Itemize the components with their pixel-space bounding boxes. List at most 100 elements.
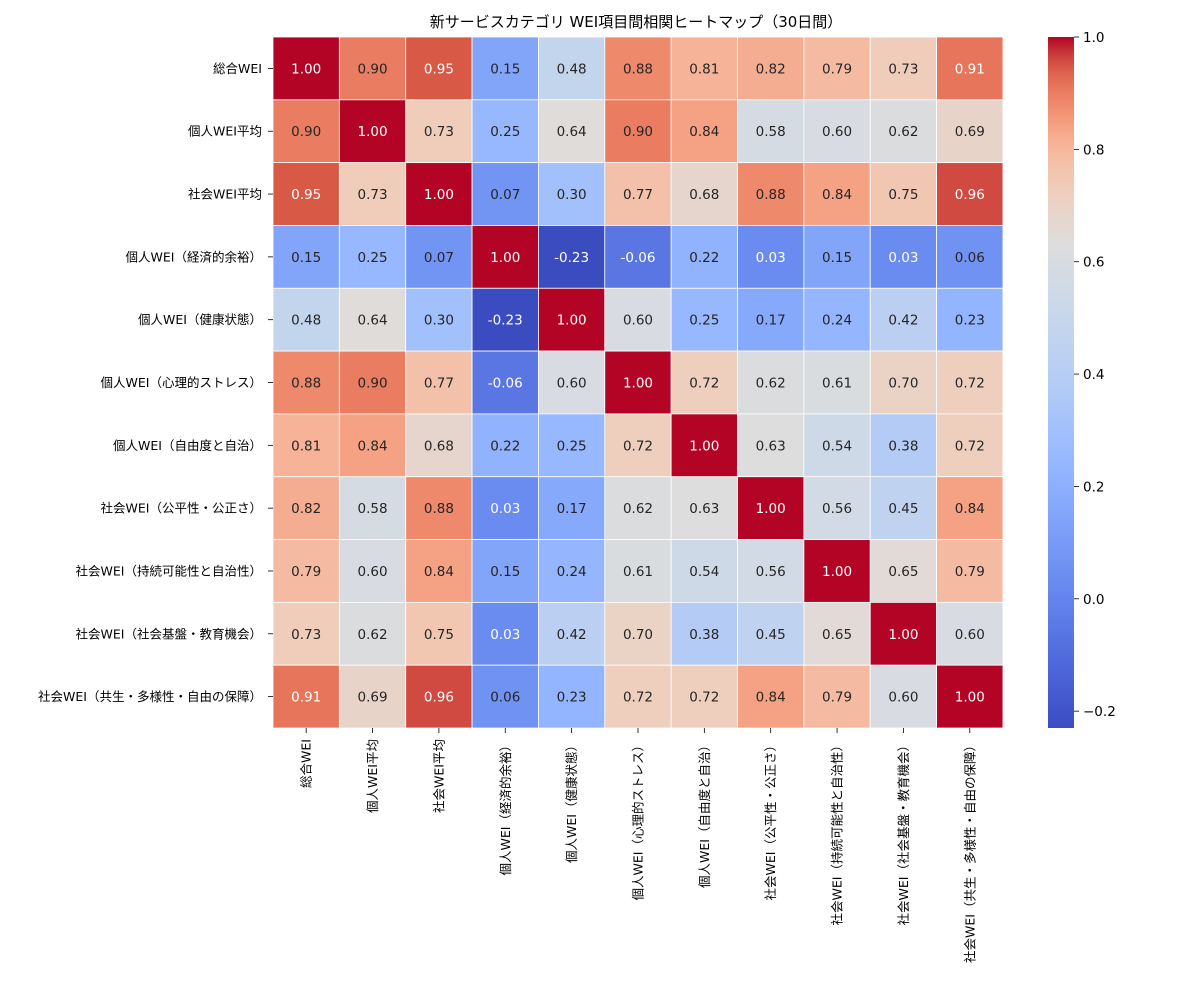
- cell-value-label: 0.56: [822, 501, 852, 517]
- x-tick-label: 個人WEI（自由度と自治）: [697, 739, 712, 888]
- cell-value-label: 0.79: [291, 564, 321, 580]
- y-axis-tick-labels: 総合WEI個人WEI平均社会WEI平均個人WEI（経済的余裕）個人WEI（健康状…: [38, 61, 273, 704]
- cell-value-label: 0.72: [623, 690, 653, 706]
- cell-value-label: 0.42: [888, 313, 918, 329]
- cell-value-label: 0.03: [490, 501, 520, 517]
- colorbar-tick-label: 0.2: [1083, 479, 1104, 495]
- cell-value-label: 0.60: [557, 376, 587, 392]
- cell-value-label: 0.63: [689, 501, 719, 517]
- cell-value-label: 0.45: [888, 501, 918, 517]
- cell-value-label: 0.77: [623, 187, 653, 203]
- cell-value-label: 0.88: [623, 61, 653, 77]
- cell-value-label: 0.72: [623, 438, 653, 454]
- heatmap-cells: 1.00 0.90 0.95 0.15 0.48 0.88 0.81 0.82 0.79 0.73…: [273, 37, 1003, 728]
- cell-value-label: 0.54: [689, 564, 719, 580]
- cell-value-label: 0.03: [888, 250, 918, 266]
- y-tick-label: 総合WEI: [213, 61, 262, 76]
- cell-value-label: 0.84: [358, 438, 388, 454]
- cell-value-label: 0.60: [623, 313, 653, 329]
- cell-value-label: 0.63: [756, 438, 786, 454]
- cell-value-label: 0.48: [291, 313, 321, 329]
- cell-value-label: 0.61: [822, 376, 852, 392]
- cell-value-label: 0.60: [822, 124, 852, 140]
- cell-value-label: 0.60: [955, 627, 985, 643]
- cell-value-label: 0.03: [756, 250, 786, 266]
- cell-value-label: 0.23: [557, 690, 587, 706]
- cell-value-label: 0.15: [291, 250, 321, 266]
- y-tick-label: 社会WEI（公平性・公正さ）: [101, 501, 262, 516]
- x-tick-label: 個人WEI（経済的余裕）: [498, 739, 513, 875]
- cell-value-label: 0.60: [888, 690, 918, 706]
- x-tick-label: 社会WEI平均: [431, 739, 446, 813]
- cell-value-label: 0.79: [822, 690, 852, 706]
- cell-value-label: 0.23: [955, 313, 985, 329]
- colorbar-tick-label: 0.8: [1083, 142, 1104, 158]
- cell-value-label: 0.45: [756, 627, 786, 643]
- cell-value-label: 1.00: [955, 690, 985, 706]
- cell-value-label: 0.30: [424, 313, 454, 329]
- cell-value-label: 0.69: [955, 124, 985, 140]
- cell-value-label: 1.00: [689, 438, 719, 454]
- x-tick-label: 個人WEI（心理的ストレス）: [630, 739, 645, 900]
- chart-title: 新サービスカテゴリ WEI項目間相関ヒートマップ（30日間）: [430, 13, 843, 31]
- y-tick-label: 社会WEI（社会基盤・教育機会）: [76, 626, 262, 641]
- x-tick-label: 社会WEI（社会基盤・教育機会）: [896, 739, 911, 925]
- cell-value-label: 0.65: [822, 627, 852, 643]
- cell-value-label: 0.06: [955, 250, 985, 266]
- x-tick-label: 社会WEI（共生・多様性・自由の保障）: [962, 739, 977, 963]
- colorbar-tick-label: 0.4: [1083, 367, 1104, 383]
- cell-value-label: 1.00: [557, 313, 587, 329]
- y-tick-label: 個人WEI平均: [188, 124, 262, 139]
- x-axis-tick-labels: 総合WEI 個人WEI平均 社会WEI平均 個人WEI（経済的余裕） 個人WEI（健康状…: [299, 728, 978, 963]
- cell-value-label: 0.22: [689, 250, 719, 266]
- x-tick-label: 社会WEI（持続可能性と自治性）: [830, 739, 845, 925]
- cell-value-label: 0.62: [756, 376, 786, 392]
- cell-value-label: 1.00: [358, 124, 388, 140]
- cell-value-label: 0.25: [557, 438, 587, 454]
- cell-value-label: 0.73: [291, 627, 321, 643]
- cell-value-label: 0.62: [623, 501, 653, 517]
- y-tick-label: 社会WEI（共生・多様性・自由の保障）: [38, 689, 262, 704]
- cell-value-label: 0.64: [557, 124, 587, 140]
- cell-value-label: 0.72: [689, 376, 719, 392]
- cell-value-label: 0.58: [756, 124, 786, 140]
- cell-value-label: 0.72: [689, 690, 719, 706]
- y-tick-label: 個人WEI（自由度と自治）: [113, 438, 262, 453]
- cell-value-label: 0.75: [424, 627, 454, 643]
- x-tick-label: 総合WEI: [299, 739, 314, 788]
- y-tick-label: 個人WEI（心理的ストレス）: [101, 375, 262, 390]
- cell-value-label: 0.84: [822, 187, 852, 203]
- cell-value-label: 0.25: [358, 250, 388, 266]
- cell-value-label: 0.38: [689, 627, 719, 643]
- y-tick-label: 個人WEI（経済的余裕）: [126, 249, 262, 264]
- x-tick-label: 社会WEI（公平性・公正さ）: [763, 739, 778, 900]
- cell-value-label: 1.00: [490, 250, 520, 266]
- cell-value-label: 0.73: [358, 187, 388, 203]
- cell-value-label: 0.88: [291, 376, 321, 392]
- cell-value-label: 0.72: [955, 376, 985, 392]
- cell-value-label: 0.95: [424, 61, 454, 77]
- cell-value-label: 0.82: [756, 61, 786, 77]
- cell-value-label: 0.79: [822, 61, 852, 77]
- cell-value-label: 0.62: [358, 627, 388, 643]
- cell-value-label: 0.90: [358, 61, 388, 77]
- cell-value-label: 0.30: [557, 187, 587, 203]
- cell-value-label: 0.22: [490, 438, 520, 454]
- cell-value-label: 0.96: [955, 187, 985, 203]
- cell-value-label: 0.62: [888, 124, 918, 140]
- cell-value-label: 0.88: [756, 187, 786, 203]
- cell-value-label: 1.00: [822, 564, 852, 580]
- cell-value-label: 0.15: [490, 564, 520, 580]
- cell-value-label: 0.75: [888, 187, 918, 203]
- cell-value-label: 0.60: [358, 564, 388, 580]
- cell-value-label: 0.84: [689, 124, 719, 140]
- cell-value-label: 0.42: [557, 627, 587, 643]
- cell-value-label: 0.84: [756, 690, 786, 706]
- cell-value-label: 0.25: [490, 124, 520, 140]
- y-tick-label: 社会WEI平均: [188, 187, 262, 202]
- x-tick-label: 個人WEI（健康状態）: [564, 739, 579, 863]
- cell-value-label: 0.95: [291, 187, 321, 203]
- cell-value-label: 0.70: [623, 627, 653, 643]
- cell-value-label: 0.73: [888, 61, 918, 77]
